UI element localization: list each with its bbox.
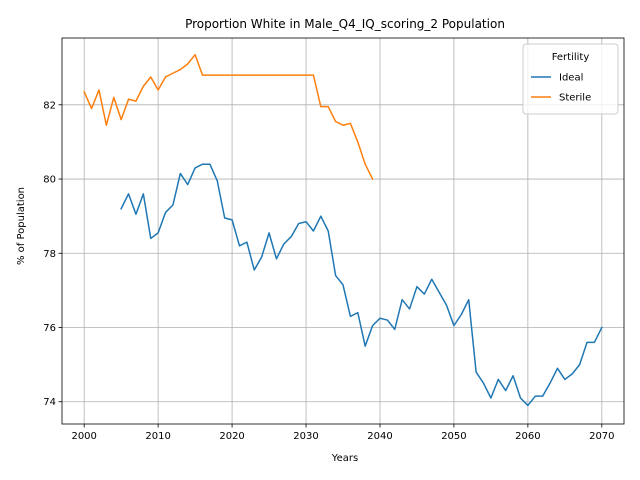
x-tick-label: 2060 (515, 431, 540, 442)
y-tick-label: 74 (43, 397, 56, 408)
series-line-sterile (83, 53, 374, 181)
x-tick-label: 2020 (219, 431, 244, 442)
plot-frame (61, 37, 625, 425)
legend-title: Fertility (552, 52, 590, 63)
x-tick-label: 2070 (589, 431, 614, 442)
legend-entries: Ideal Sterile (531, 73, 591, 104)
y-axis-ticks: 74 76 78 80 82 (43, 100, 62, 408)
x-tick-label: 2010 (145, 431, 170, 442)
x-tick-label: 2040 (367, 431, 392, 442)
y-tick-label: 76 (43, 323, 56, 334)
legend-label-ideal: Ideal (559, 73, 583, 84)
series-line-ideal (120, 163, 603, 407)
y-tick-label: 80 (43, 175, 56, 186)
x-axis-ticks: 2000 2010 2020 2030 2040 2050 2060 2070 (71, 424, 615, 442)
chart-title: Proportion White in Male_Q4_IQ_scoring_2… (185, 17, 505, 31)
legend-label-sterile: Sterile (559, 93, 591, 104)
x-tick-label: 2030 (293, 431, 318, 442)
series-layer (83, 53, 603, 407)
y-axis-label: % of Population (16, 187, 27, 265)
y-tick-label: 82 (43, 100, 56, 111)
x-tick-label: 2000 (71, 431, 96, 442)
x-tick-label: 2050 (441, 431, 466, 442)
x-axis-label: Years (331, 453, 358, 464)
legend: Fertility Ideal Sterile (522, 43, 619, 115)
y-tick-label: 78 (43, 249, 56, 260)
